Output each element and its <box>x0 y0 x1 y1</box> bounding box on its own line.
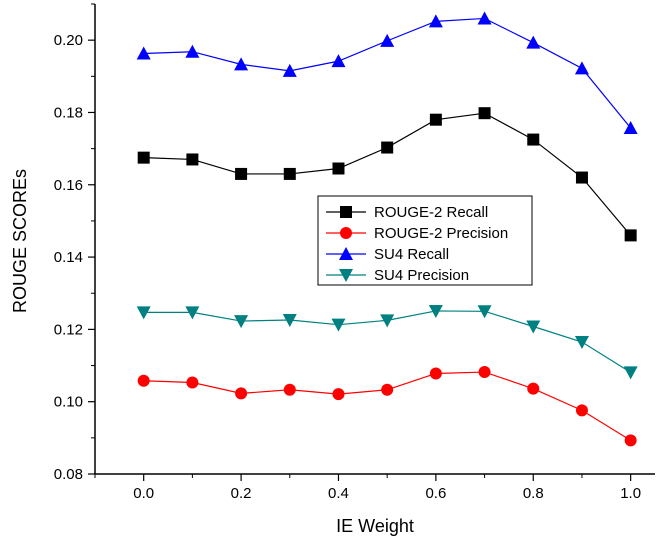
legend-marker-su4-recall <box>339 247 353 260</box>
y-tick-label: 0.12 <box>54 321 83 338</box>
legend-marker-rouge-2-recall <box>340 206 352 218</box>
data-point-su4-precision <box>428 304 443 318</box>
axes: 0.0 0.2 0.4 0.6 0.8 1.0 0.08 0.10 0.12 0.14 0.16 0.… <box>54 3 655 502</box>
x-tick-label: 1.0 <box>620 485 641 502</box>
data-point-rouge-2-precision <box>332 388 345 401</box>
data-point-su4-precision <box>574 336 589 350</box>
data-point-rouge-2-precision <box>235 387 248 400</box>
data-point-rouge-2-precision <box>137 374 150 387</box>
x-tick-label: 0.2 <box>231 485 252 502</box>
data-point-rouge-2-recall <box>235 167 248 180</box>
data-point-rouge-2-recall <box>332 162 345 175</box>
data-point-su4-recall <box>574 61 589 75</box>
data-point-rouge-2-recall <box>624 229 637 242</box>
series-rouge-2-recall <box>137 107 637 242</box>
data-point-rouge-2-precision <box>624 434 637 447</box>
legend-label-rouge-2-precision: ROUGE-2 Precision <box>374 225 508 242</box>
series-su4-recall <box>136 11 638 135</box>
data-point-rouge-2-recall <box>478 107 491 120</box>
data-point-su4-recall <box>428 14 443 28</box>
data-point-su4-recall <box>331 54 346 68</box>
data-point-rouge-2-precision <box>283 383 296 396</box>
legend-label-su4-recall: SU4 Recall <box>374 246 449 263</box>
legend-label-rouge-2-recall: ROUGE-2 Recall <box>374 204 488 221</box>
data-point-rouge-2-precision <box>478 366 491 379</box>
data-point-su4-recall <box>526 35 541 49</box>
plot-series <box>136 11 638 447</box>
y-tick-label: 0.14 <box>54 249 83 266</box>
data-point-su4-recall <box>136 46 151 60</box>
series-line-rouge-2-precision <box>143 371 631 441</box>
x-tick-label: 0.0 <box>133 485 154 502</box>
x-tick-label: 0.6 <box>425 485 446 502</box>
data-point-rouge-2-recall <box>283 167 296 180</box>
data-point-su4-recall <box>234 57 249 71</box>
series-su4-precision <box>136 304 638 380</box>
legend-marker-rouge-2-precision <box>340 227 352 239</box>
data-point-su4-precision <box>185 306 200 320</box>
x-tick-label: 0.4 <box>328 485 349 502</box>
data-point-su4-recall <box>185 44 200 58</box>
y-tick-label: 0.16 <box>54 177 83 194</box>
data-point-su4-recall <box>623 121 638 135</box>
y-tick-label: 0.08 <box>54 466 83 483</box>
y-axis-title: ROUGE SCOREs <box>10 169 30 313</box>
data-point-su4-precision <box>282 313 297 327</box>
series-rouge-2-precision <box>137 366 637 447</box>
data-point-rouge-2-recall <box>186 153 199 166</box>
legend-box <box>317 195 533 286</box>
data-point-su4-recall <box>282 63 297 77</box>
data-point-su4-precision <box>526 320 541 334</box>
legend: ROUGE-2 Recall ROUGE-2 Precision SU4 Recal… <box>317 195 533 286</box>
data-point-rouge-2-recall <box>575 171 588 184</box>
data-point-rouge-2-recall <box>137 151 150 164</box>
data-point-su4-recall <box>380 33 395 47</box>
data-point-su4-precision <box>380 314 395 328</box>
x-axis-title: IE Weight <box>336 516 414 536</box>
data-point-su4-precision <box>136 306 151 320</box>
x-tick-label: 0.8 <box>523 485 544 502</box>
legend-marker-su4-precision <box>339 269 353 282</box>
legend-label-su4-precision: SU4 Precision <box>374 267 469 284</box>
data-point-rouge-2-precision <box>527 382 540 395</box>
y-tick-label: 0.10 <box>54 394 83 411</box>
y-tick-label: 0.20 <box>54 32 83 49</box>
data-point-rouge-2-precision <box>186 376 199 389</box>
data-point-su4-precision <box>623 366 638 380</box>
data-point-rouge-2-precision <box>429 367 442 380</box>
data-point-rouge-2-recall <box>527 133 540 146</box>
y-tick-label: 0.18 <box>54 104 83 121</box>
data-point-rouge-2-precision <box>575 404 588 417</box>
data-point-su4-precision <box>331 318 346 332</box>
data-point-rouge-2-precision <box>381 383 394 396</box>
data-point-rouge-2-recall <box>429 113 442 126</box>
data-point-su4-precision <box>234 315 249 329</box>
data-point-su4-precision <box>477 305 492 319</box>
data-point-rouge-2-recall <box>381 141 394 154</box>
data-point-su4-recall <box>477 11 492 25</box>
